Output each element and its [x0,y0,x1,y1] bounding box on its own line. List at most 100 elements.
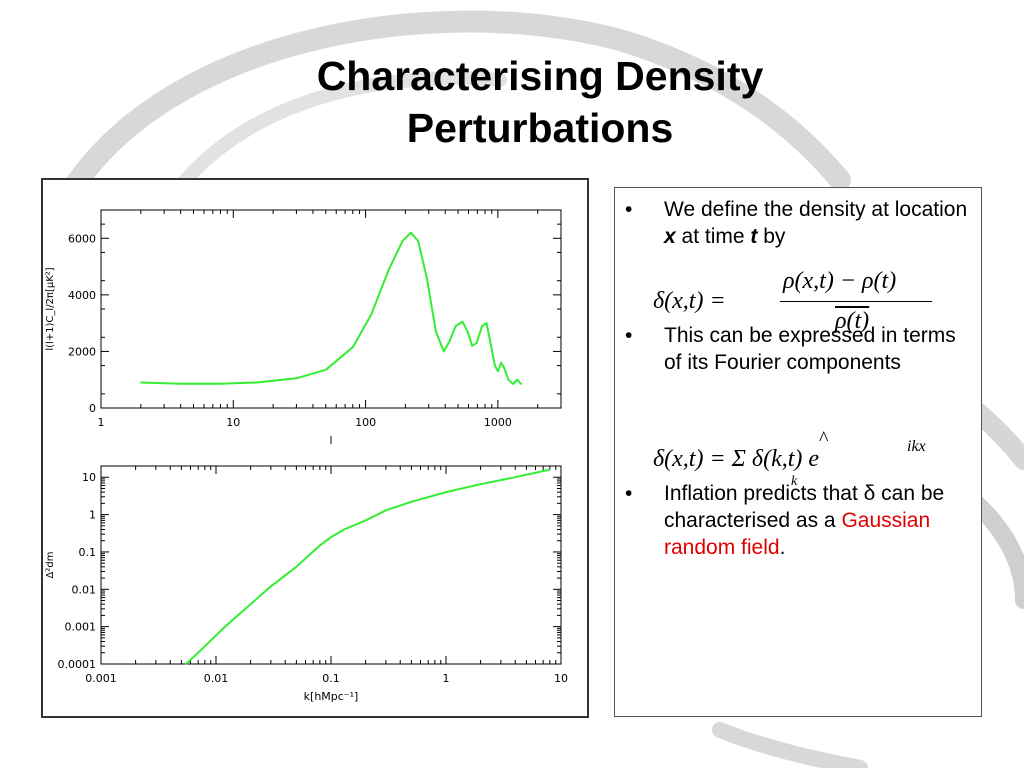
data-point [417,240,420,242]
data-point [140,381,142,384]
fourier-equation: δ(x,t) = Σ δ(k,t) e [653,446,820,472]
data-point [319,544,321,547]
data-point [364,519,367,522]
matter-power-spectrum-chart: 0.001 0.01 0.1 1 100.00010.0010.010.1110k[hM… [45,465,568,703]
data-point [479,483,482,486]
data-point [442,350,445,353]
data-point [295,566,298,568]
bullet-marker: • [625,324,633,347]
bullet-inflation-text: Inflation predicts that δ can be charact… [664,480,979,561]
y-tick-label: 0.1 [79,546,97,559]
data-point [489,342,492,344]
data-point [249,603,252,605]
bullet-fourier-text: This can be expressed in terms of its Fo… [664,324,956,374]
x-tick-label: 1 [443,672,450,685]
data-point [370,313,372,316]
data-point [255,381,258,384]
bullet-marker: • [625,198,633,221]
data-point [471,344,474,347]
data-point [351,346,354,348]
data-point [503,367,506,370]
data-point [454,325,457,327]
x-tick-label: 10 [554,672,568,685]
data-point [401,240,404,242]
x-tick-label: 0.01 [204,672,229,685]
bullet-definition-text: We define the density at location x at t… [664,196,979,250]
charts-svg: 1 10 100 1000 0 2000 4000 6000 l l(l+1)C_l/2π[μK²… [45,209,568,703]
data-point [270,585,272,588]
figure-panel: 1 10 100 1000 0 2000 4000 6000 l l(l+1)C_l/2π[μK²… [41,178,589,718]
b1-text-a: We define the density at location [664,198,968,221]
y-tick-label: 4000 [68,289,96,302]
data-point [185,663,187,665]
fourier-sum-subscript: k [791,474,798,489]
data-point [410,231,412,234]
b3-text-b: . [779,536,786,559]
x-axis-label: l [329,434,332,447]
equation-fraction-bar [780,301,932,302]
x-tick-label: 1000 [484,416,512,429]
data-point [410,501,413,503]
bullet-marker: • [625,482,633,505]
x-axis-label: k[hMpc⁻¹] [304,690,359,703]
b1-text-b: at time [675,225,751,248]
y-tick-label: 6000 [68,232,96,245]
data-point [388,268,390,271]
series-line [185,468,551,665]
data-point [485,322,488,324]
data-point [475,342,478,344]
data-point [330,536,332,538]
equation-lhs: δ(x,t) = [653,288,726,314]
data-point [324,369,327,371]
y-tick-label: 10 [82,471,96,484]
x-tick-label: 100 [355,416,376,429]
data-point [448,340,451,343]
x-tick-label: 0.1 [322,672,340,685]
data-point [425,277,428,279]
data-point [461,320,464,323]
data-point [435,330,437,333]
data-point [512,383,514,385]
data-point [497,370,499,373]
data-point [507,378,510,381]
plot-frame [100,209,562,409]
b1-var-t: t [750,225,758,248]
x-tick-label: 0.001 [85,672,117,685]
x-tick-label: 10 [226,416,240,429]
y-axis-label: Δ²dm [45,552,56,579]
data-point [179,382,182,385]
b1-text-c: by [757,225,786,248]
series-line [140,231,522,385]
equation-numerator: ρ(x,t) − ρ(t) [783,268,897,294]
b1-var-x: x [664,225,676,248]
data-point [514,476,517,479]
fourier-exponent: ikx [907,438,926,455]
y-tick-label: 0.0001 [58,658,97,671]
data-point [520,383,522,385]
y-tick-label: 0 [89,402,96,415]
text-panel: • We define the density at location x at… [614,187,982,717]
data-point [219,382,222,385]
gaussian-random-field-text: Gaussian random field [664,509,931,559]
data-point [516,378,519,381]
title-line-1: Characterising Density [316,53,764,99]
data-point [549,468,551,471]
y-tick-label: 0.001 [65,621,97,634]
swirl-arc-bottom [712,722,868,768]
data-point [224,625,226,628]
data-point [204,645,206,647]
data-point [494,364,496,367]
b3-text-a: Inflation predicts that δ can be charact… [664,482,945,532]
y-tick-label: 2000 [68,345,96,358]
data-point [343,528,345,531]
y-axis-label: l(l+1)C_l/2π[μK²] [45,267,56,350]
y-tick-label: 1 [89,509,96,522]
data-point [385,509,387,512]
slide-title: Characterising Density Perturbations [200,50,880,154]
data-point [445,491,447,493]
cmb-power-spectrum-chart: 1 10 100 1000 0 2000 4000 6000 l l(l+1)C_l/2π[μK²… [45,209,562,447]
swirl-arc-inner [163,71,507,207]
fourier-hat: ^ [819,428,829,450]
equation-denominator: ρ(t) [835,308,870,334]
swirl-arc-top [49,10,851,221]
